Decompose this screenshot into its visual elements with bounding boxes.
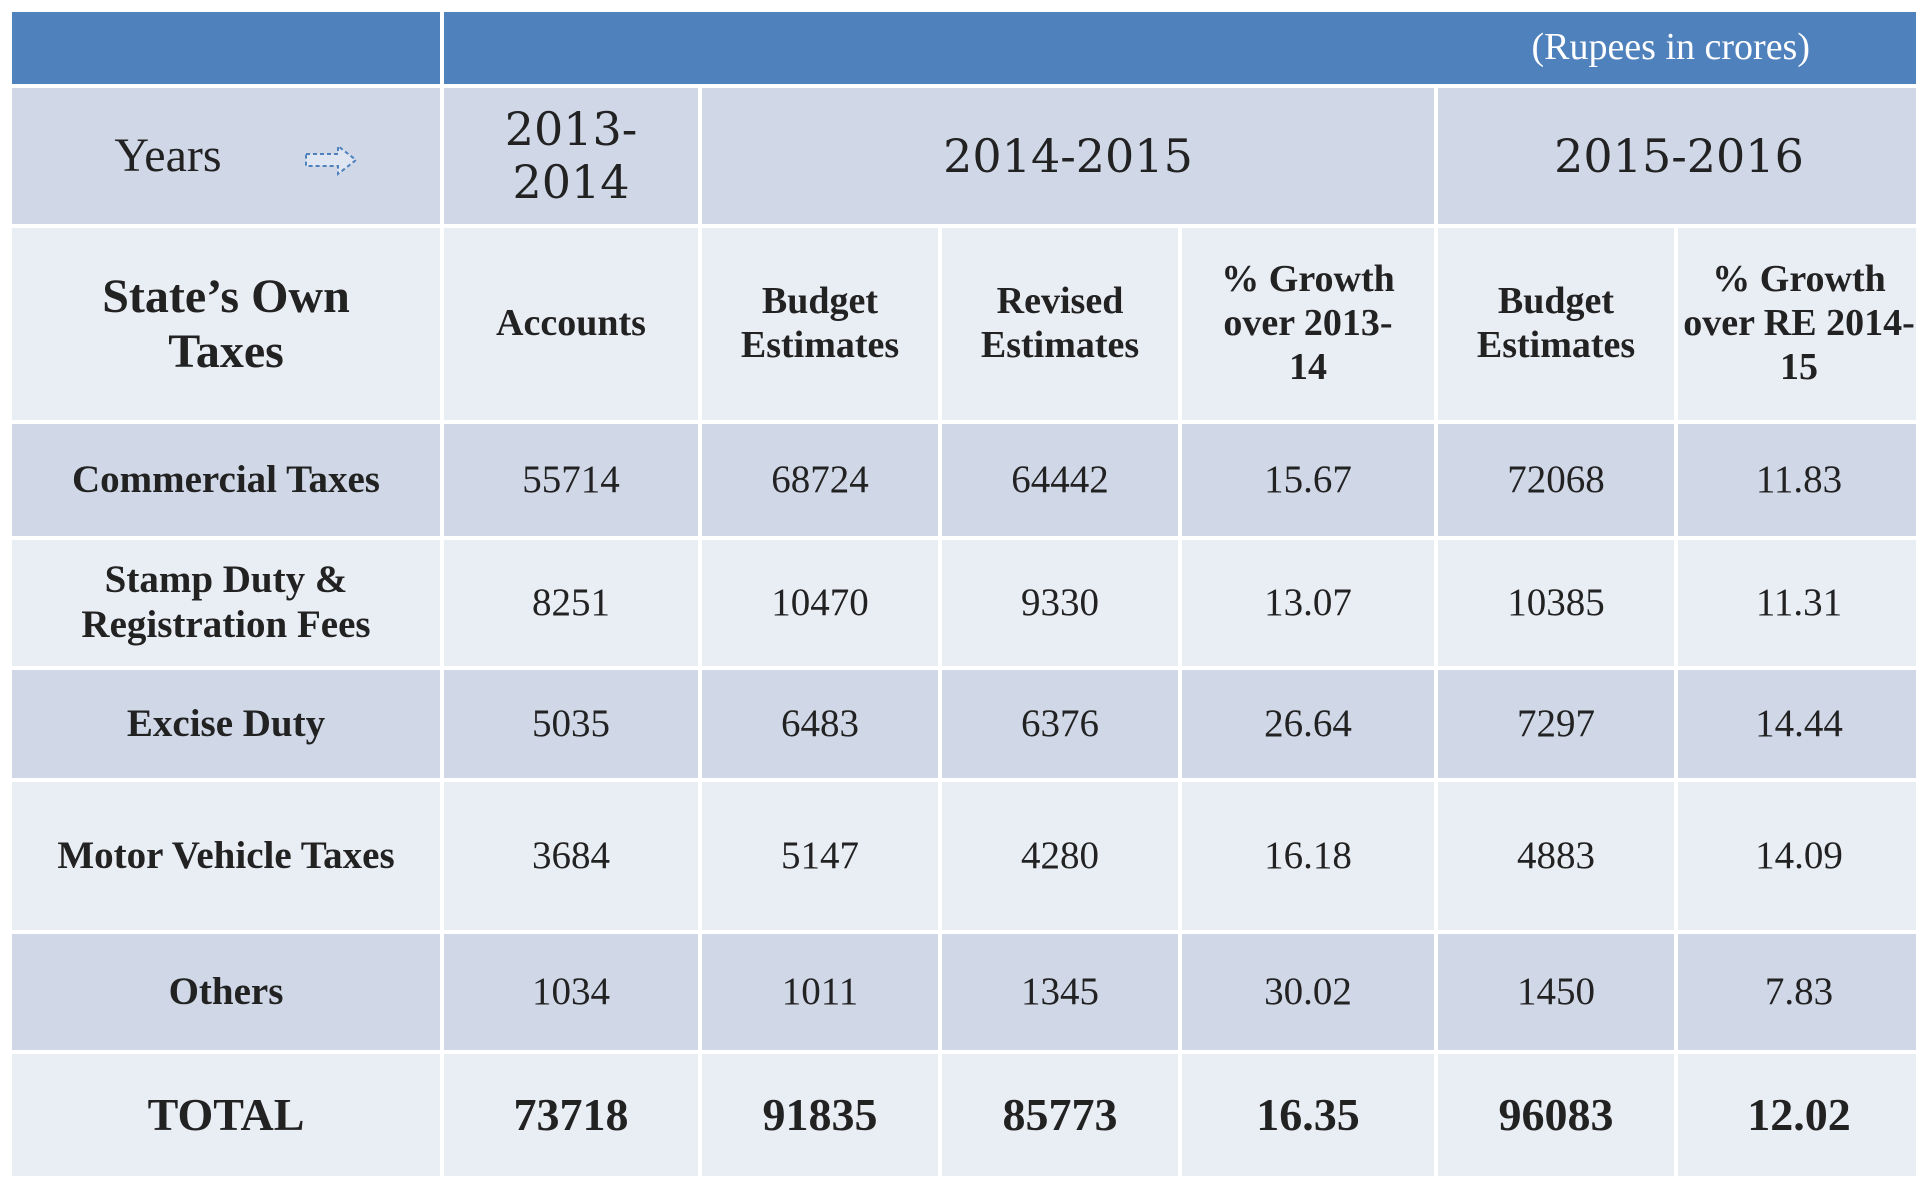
cell-value: 10385 xyxy=(1438,540,1674,666)
cell-value: 13.07 xyxy=(1182,540,1434,666)
row-header-title: State’s Own Taxes xyxy=(12,228,440,420)
year-group: 2014-2015 xyxy=(702,88,1434,224)
cell-value: 9330 xyxy=(942,540,1178,666)
cell-value: 85773 xyxy=(942,1054,1178,1176)
cell-value: 72068 xyxy=(1438,424,1674,536)
year-group: 2015-2016 xyxy=(1438,88,1916,224)
row-label: Motor Vehicle Taxes xyxy=(12,782,440,930)
cell-value: 4883 xyxy=(1438,782,1674,930)
column-header: Revised Estimates xyxy=(942,228,1178,420)
cell-value: 16.35 xyxy=(1182,1054,1434,1176)
cell-value: 5035 xyxy=(444,670,698,778)
column-header: Budget Estimates xyxy=(702,228,938,420)
data-row: Excise Duty 5035 6483 6376 26.64 7297 14.44 xyxy=(12,670,1916,778)
column-header: % Growth over RE 2014-15 xyxy=(1678,228,1916,420)
row-label: Stamp Duty & Registration Fees xyxy=(12,540,440,666)
cell-value: 6376 xyxy=(942,670,1178,778)
unit-note: (Rupees in crores) xyxy=(444,12,1916,84)
cell-value: 15.67 xyxy=(1182,424,1434,536)
cell-value: 91835 xyxy=(702,1054,938,1176)
cell-value: 30.02 xyxy=(1182,934,1434,1050)
cell-value: 64442 xyxy=(942,424,1178,536)
cell-value: 12.02 xyxy=(1678,1054,1916,1176)
tax-table: (Rupees in crores) Years 2013-2014 2014-… xyxy=(8,8,1916,1180)
cell-value: 14.09 xyxy=(1678,782,1916,930)
column-header: % Growth over 2013-14 xyxy=(1182,228,1434,420)
column-header: Budget Estimates xyxy=(1438,228,1674,420)
cell-value: 1011 xyxy=(702,934,938,1050)
column-header: Accounts xyxy=(444,228,698,420)
cell-value: 16.18 xyxy=(1182,782,1434,930)
unit-row: (Rupees in crores) xyxy=(12,12,1916,84)
data-row: Others 1034 1011 1345 30.02 1450 7.83 xyxy=(12,934,1916,1050)
cell-value: 5147 xyxy=(702,782,938,930)
cell-value: 8251 xyxy=(444,540,698,666)
cell-value: 1034 xyxy=(444,934,698,1050)
column-row: State’s Own Taxes Accounts Budget Estimat… xyxy=(12,228,1916,420)
cell-value: 73718 xyxy=(444,1054,698,1176)
cell-value: 6483 xyxy=(702,670,938,778)
cell-value: 7297 xyxy=(1438,670,1674,778)
arrow-icon xyxy=(304,144,358,177)
cell-value: 68724 xyxy=(702,424,938,536)
cell-value: 4280 xyxy=(942,782,1178,930)
cell-value: 14.44 xyxy=(1678,670,1916,778)
cell-value: 96083 xyxy=(1438,1054,1674,1176)
cell-value: 11.31 xyxy=(1678,540,1916,666)
cell-value: 10470 xyxy=(702,540,938,666)
data-row: Motor Vehicle Taxes 3684 5147 4280 16.18 4883… xyxy=(12,782,1916,930)
cell-value: 7.83 xyxy=(1678,934,1916,1050)
cell-value: 55714 xyxy=(444,424,698,536)
cell-value: 1450 xyxy=(1438,934,1674,1050)
year-row: Years 2013-2014 2014-2015 2015-2016 xyxy=(12,88,1916,224)
year-group: 2013-2014 xyxy=(444,88,698,224)
cell-value: 3684 xyxy=(444,782,698,930)
data-row: Commercial Taxes 55714 68724 64442 15.67 7206… xyxy=(12,424,1916,536)
cell-value: 1345 xyxy=(942,934,1178,1050)
cell-value: 11.83 xyxy=(1678,424,1916,536)
data-row: Stamp Duty & Registration Fees 8251 10470 9… xyxy=(12,540,1916,666)
cell-value: 26.64 xyxy=(1182,670,1434,778)
row-label: Excise Duty xyxy=(12,670,440,778)
row-label: Commercial Taxes xyxy=(12,424,440,536)
corner-label: Years xyxy=(114,129,222,183)
corner-cell: Years xyxy=(12,88,440,224)
data-row: TOTAL 73718 91835 85773 16.35 96083 12.02 xyxy=(12,1054,1916,1176)
row-label: Others xyxy=(12,934,440,1050)
blank-cell xyxy=(12,12,440,84)
row-label: TOTAL xyxy=(12,1054,440,1176)
